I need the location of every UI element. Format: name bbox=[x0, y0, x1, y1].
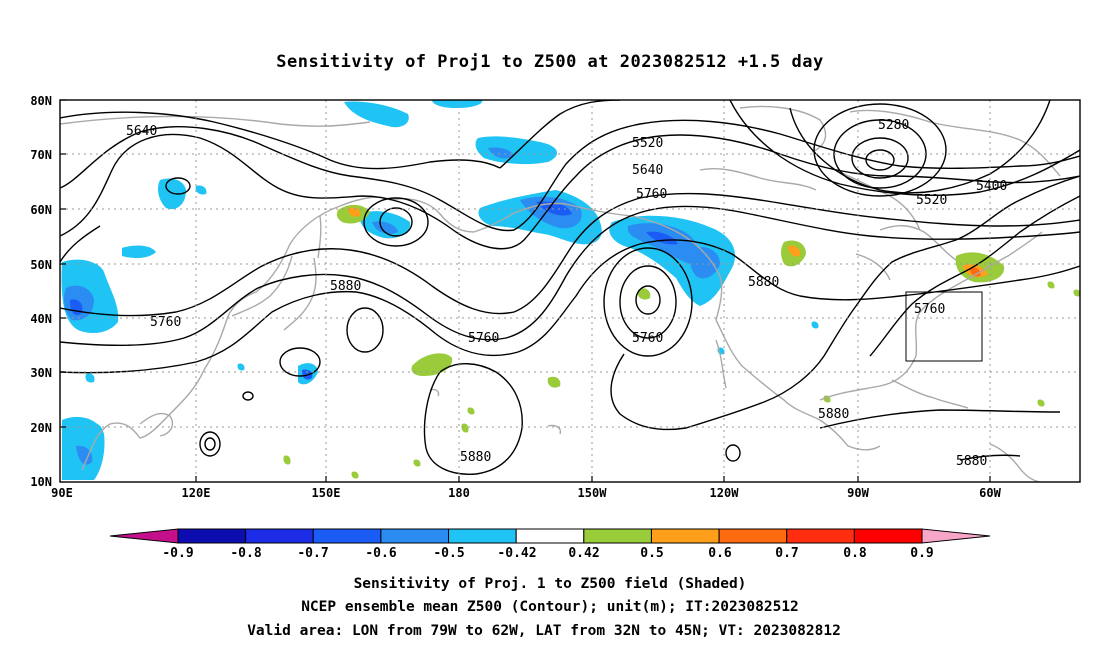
contour-label: 5520 bbox=[916, 193, 947, 208]
lat-label: 80N bbox=[30, 94, 52, 108]
lon-label: 90W bbox=[847, 486, 869, 500]
lon-label: 120W bbox=[710, 486, 740, 500]
colorbar-label: 0.8 bbox=[843, 546, 867, 561]
colorbar-bin bbox=[245, 528, 314, 544]
captions: Sensitivity of Proj. 1 to Z500 field (Sh… bbox=[247, 576, 841, 639]
colorbar-label: 0.6 bbox=[708, 546, 732, 561]
colorbar-label: 0.42 bbox=[568, 546, 599, 561]
lat-label: 20N bbox=[30, 421, 52, 435]
contour-label: 5520 bbox=[632, 136, 663, 151]
colorbar-bin bbox=[650, 528, 720, 544]
colorbar-label: -0.8 bbox=[230, 546, 261, 561]
colorbar-label: 0.9 bbox=[910, 546, 933, 561]
colorbar-bin bbox=[718, 528, 788, 544]
caption-line-1: Sensitivity of Proj. 1 to Z500 field (Sh… bbox=[354, 576, 747, 592]
colorbar-above-triangle bbox=[921, 528, 991, 544]
contour-label: 5880 bbox=[818, 407, 849, 422]
lon-label: 150E bbox=[312, 486, 341, 500]
colorbar-label: -0.7 bbox=[297, 546, 328, 561]
lat-label: 10N bbox=[30, 475, 52, 489]
colorbar-bin bbox=[177, 528, 247, 544]
colorbar-bin bbox=[312, 528, 382, 544]
latitude-labels: 80N 70N 60N 50N 40N 30N 20N 10N bbox=[30, 94, 52, 489]
contour-label: 5640 bbox=[126, 124, 157, 139]
contour-label: 5880 bbox=[330, 279, 361, 294]
colorbar: -0.9 -0.8 -0.7 -0.6 -0.5 -0.42 0.42 0.5 … bbox=[109, 528, 991, 561]
graticule bbox=[60, 100, 1080, 482]
contour-label: 5880 bbox=[956, 454, 987, 469]
contour-label: 5760 bbox=[636, 187, 667, 202]
colorbar-bin bbox=[853, 528, 923, 544]
contour-label: 5880 bbox=[460, 450, 491, 465]
contour-label: 5280 bbox=[878, 118, 909, 133]
lat-label: 30N bbox=[30, 366, 52, 380]
colorbar-bins bbox=[177, 528, 923, 544]
valid-area-box bbox=[905, 291, 983, 362]
map-panel: 5640 5520 5280 5640 5760 5400 5520 5880 … bbox=[30, 94, 1081, 500]
lat-label: 60N bbox=[30, 203, 52, 217]
contour-labels: 5640 5520 5280 5640 5760 5400 5520 5880 … bbox=[126, 118, 1007, 469]
longitude-labels: 90E 120E 150E 180 150W 120W 90W 60W bbox=[51, 486, 1001, 500]
colorbar-below-triangle bbox=[109, 528, 179, 544]
contour-label: 5760 bbox=[150, 315, 181, 330]
positive-sensitivity-shading bbox=[283, 204, 1080, 479]
colorbar-bin bbox=[583, 528, 652, 544]
map-frame bbox=[59, 99, 1081, 483]
map-background bbox=[60, 100, 1080, 482]
lon-label: 90E bbox=[51, 486, 73, 500]
colorbar-label: -0.9 bbox=[162, 546, 193, 561]
z500-contours bbox=[60, 100, 1080, 475]
caption-line-3: Valid area: LON from 79W to 62W, LAT fro… bbox=[247, 623, 841, 639]
contour-label: 5640 bbox=[632, 163, 663, 178]
colorbar-label: -0.6 bbox=[365, 546, 396, 561]
coastlines bbox=[60, 105, 1061, 482]
colorbar-bin bbox=[448, 528, 517, 544]
colorbar-label: 0.7 bbox=[775, 546, 798, 561]
caption-line-2: NCEP ensemble mean Z500 (Contour); unit(… bbox=[301, 599, 799, 615]
colorbar-label: 0.5 bbox=[640, 546, 663, 561]
contour-label: 5880 bbox=[748, 275, 779, 290]
lat-label: 50N bbox=[30, 258, 52, 272]
lon-label: 180 bbox=[448, 486, 470, 500]
lon-label: 120E bbox=[182, 486, 211, 500]
map-title: Sensitivity of Proj1 to Z500 at 20230825… bbox=[276, 52, 823, 72]
lon-label: 60W bbox=[979, 486, 1001, 500]
lat-label: 70N bbox=[30, 148, 52, 162]
axis-ticks bbox=[60, 99, 991, 482]
contour-label: 5400 bbox=[976, 179, 1007, 194]
colorbar-labels: -0.9 -0.8 -0.7 -0.6 -0.5 -0.42 0.42 0.5 … bbox=[162, 546, 933, 561]
lon-label: 150W bbox=[578, 486, 608, 500]
lat-label: 40N bbox=[30, 312, 52, 326]
colorbar-bin bbox=[380, 528, 450, 544]
colorbar-bin bbox=[515, 528, 585, 544]
colorbar-label: -0.5 bbox=[433, 546, 464, 561]
contour-label: 5760 bbox=[632, 331, 663, 346]
contour-label: 5760 bbox=[914, 302, 945, 317]
contour-label: 5760 bbox=[468, 331, 499, 346]
colorbar-bin bbox=[786, 528, 855, 544]
colorbar-label: -0.42 bbox=[497, 546, 536, 561]
